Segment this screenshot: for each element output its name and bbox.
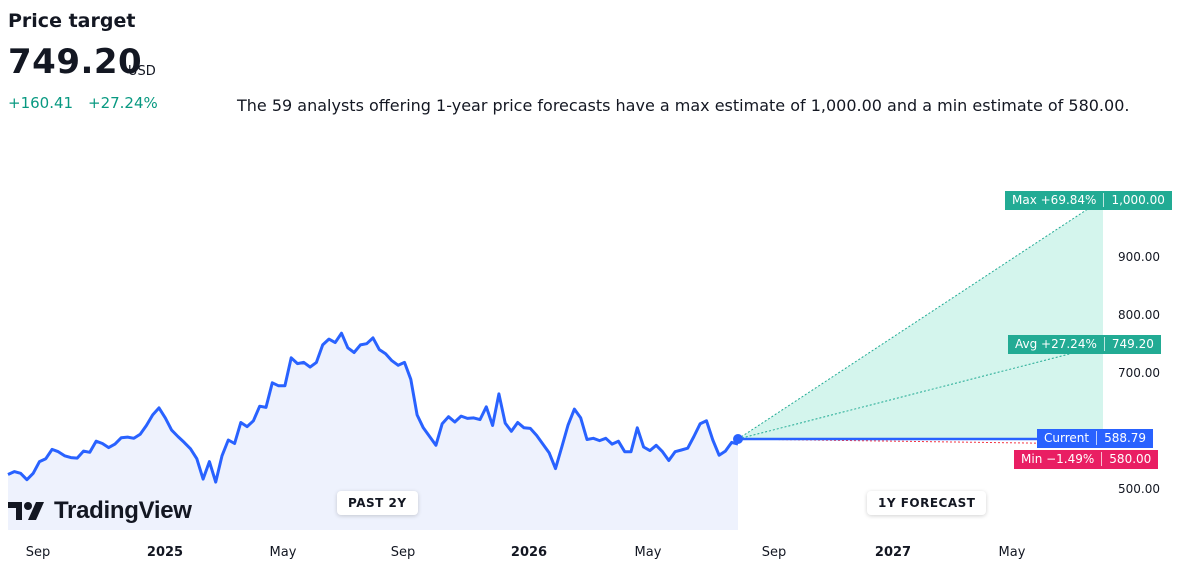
currency-label: USD — [128, 64, 156, 79]
current-price-dot — [733, 434, 743, 444]
y-tick-label: 500.00 — [1118, 482, 1160, 496]
x-tick-label: Sep — [761, 545, 787, 560]
change-percent: +27.24% — [88, 94, 158, 112]
y-tick-label: 700.00 — [1118, 366, 1160, 380]
x-tick-label: 2025 — [146, 545, 184, 560]
x-tick-label: Sep — [25, 545, 51, 560]
forecast-period-label: 1Y FORECAST — [867, 491, 987, 515]
current-price-tag: Current 588.79 — [1037, 429, 1154, 448]
price-target-value: 749.20 — [8, 42, 143, 82]
max-forecast-line — [737, 198, 1104, 440]
change-absolute: +160.41 — [8, 94, 74, 112]
page-title: Price target — [8, 10, 136, 32]
tradingview-logo-text: TradingView — [54, 497, 192, 524]
min-estimate-tag: Min −1.49% 580.00 — [1014, 450, 1159, 469]
x-tick-label: May — [634, 545, 662, 560]
tradingview-logo-icon — [8, 502, 44, 520]
avg-estimate-label: Avg +27.24% — [1008, 337, 1105, 351]
x-tick-label: 2027 — [874, 545, 912, 560]
avg-estimate-value: 749.20 — [1111, 337, 1154, 351]
x-tick-label: 2026 — [510, 545, 548, 560]
x-tick-label: May — [998, 545, 1026, 560]
past-period-label: PAST 2Y — [337, 491, 418, 515]
x-tick-label: May — [269, 545, 297, 560]
history-area — [8, 333, 738, 530]
avg-forecast-line — [737, 344, 1104, 440]
tradingview-logo[interactable]: TradingView — [8, 497, 192, 525]
y-tick-label: 900.00 — [1118, 250, 1160, 264]
min-estimate-value: 580.00 — [1109, 452, 1152, 466]
current-price-value: 588.79 — [1104, 431, 1147, 445]
x-tick-label: Sep — [390, 545, 416, 560]
max-estimate-value: 1,000.00 — [1111, 193, 1165, 207]
max-estimate-label: Max +69.84% — [1005, 193, 1105, 207]
y-tick-label: 800.00 — [1118, 308, 1160, 322]
max-estimate-tag: Max +69.84% 1,000.00 — [1005, 191, 1172, 210]
avg-estimate-tag: Avg +27.24% 749.20 — [1008, 335, 1161, 354]
price-history-line — [7, 331, 739, 484]
forecast-summary: The 59 analysts offering 1-year price fo… — [237, 96, 1130, 115]
min-estimate-label: Min −1.49% — [1014, 452, 1103, 466]
current-price-label: Current — [1037, 431, 1098, 445]
